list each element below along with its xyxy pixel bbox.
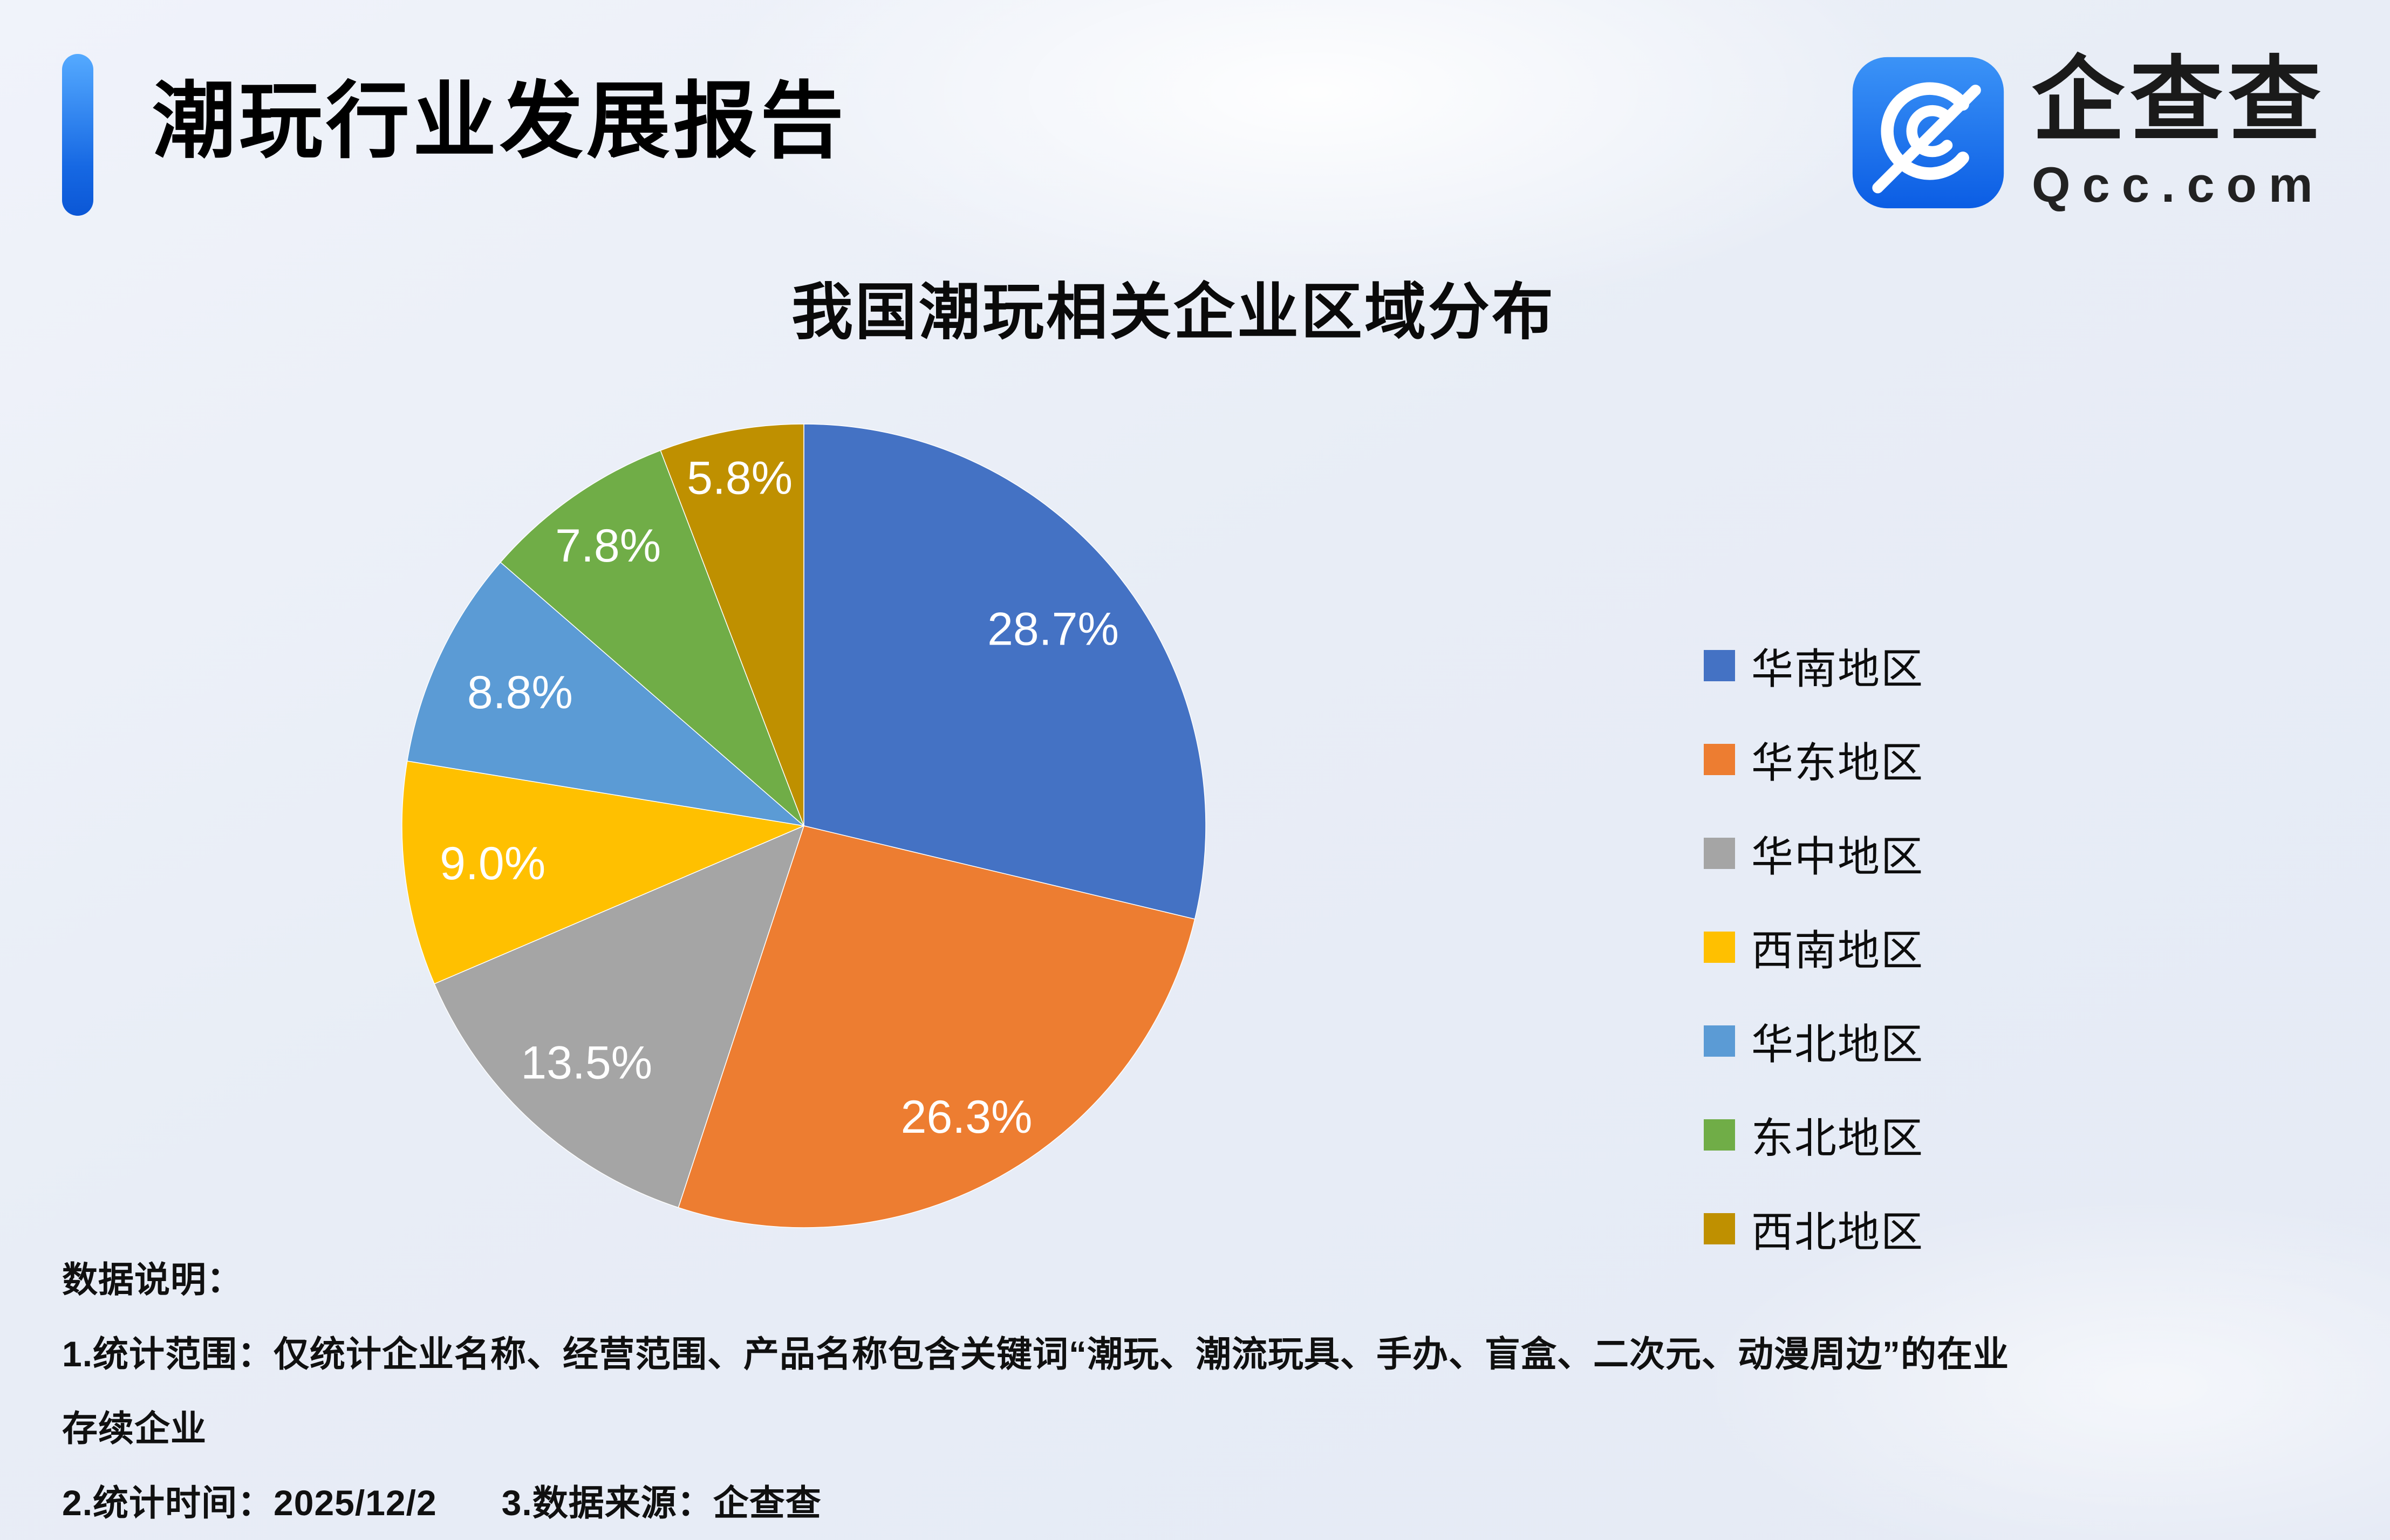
legend-swatch-1 xyxy=(1704,744,1735,775)
pie-slice-6 xyxy=(660,423,804,826)
brand-domain: Qcc.com xyxy=(2032,157,2325,213)
chart-legend: 华南地区华东地区华中地区西南地区华北地区东北地区西北地区 xyxy=(1704,635,1924,1259)
qcc-logo-icon xyxy=(1852,57,2004,208)
legend-swatch-5 xyxy=(1704,1119,1735,1151)
legend-swatch-4 xyxy=(1704,1025,1735,1057)
note-time: 2.统计时间：2025/12/2 xyxy=(62,1483,437,1523)
legend-item-5: 东北地区 xyxy=(1704,1105,1924,1165)
legend-item-0: 华南地区 xyxy=(1704,635,1924,696)
legend-swatch-3 xyxy=(1704,932,1735,963)
note-source: 3.数据来源：企查查 xyxy=(501,1483,822,1523)
chart-title: 我国潮玩相关企业区域分布 xyxy=(791,278,1555,347)
legend-label-5: 东北地区 xyxy=(1751,1114,1924,1162)
report-title: 潮玩行业发展报告 xyxy=(152,74,847,168)
pie-slice-label-4: 8.8% xyxy=(467,667,573,718)
legend-swatch-0 xyxy=(1704,650,1735,681)
note-time-source: 2.统计时间：2025/12/2 3.数据来源：企查查 xyxy=(62,1466,2328,1540)
pie-slice-1 xyxy=(678,825,1196,1228)
pie-slice-3 xyxy=(401,761,805,984)
pie-slice-label-6: 5.8% xyxy=(687,452,793,504)
brand-name: 企查查 xyxy=(2032,49,2326,152)
pie-slice-label-5: 7.8% xyxy=(555,520,661,572)
note-scope-line2: 存续企业 xyxy=(62,1408,207,1448)
legend-item-3: 西南地区 xyxy=(1704,917,1924,977)
brand-text: 企查查 Qcc.com xyxy=(2032,52,2326,214)
pie-slice-0 xyxy=(803,423,1206,920)
pie-slice-label-1: 26.3% xyxy=(901,1091,1033,1143)
legend-item-1: 华东地区 xyxy=(1704,729,1924,790)
legend-item-6: 西北地区 xyxy=(1704,1199,1924,1259)
legend-label-0: 华南地区 xyxy=(1751,645,1924,693)
brand-logo: 企查查 Qcc.com xyxy=(1849,52,2326,214)
pie-slice-label-0: 28.7% xyxy=(987,603,1119,655)
legend-label-4: 华北地区 xyxy=(1751,1021,1924,1068)
pie-slice-2 xyxy=(434,825,805,1208)
legend-label-6: 西北地区 xyxy=(1751,1208,1924,1256)
legend-label-3: 西南地区 xyxy=(1751,927,1924,974)
legend-label-2: 华中地区 xyxy=(1751,833,1924,880)
title-accent-bar xyxy=(62,54,93,216)
note-scope-line1: 1.统计范围：仅统计企业名称、经营范围、产品名称包含关键词“潮玩、潮流玩具、手办… xyxy=(62,1334,2010,1374)
data-notes: 数据说明： 1.统计范围：仅统计企业名称、经营范围、产品名称包含关键词“潮玩、潮… xyxy=(62,1242,2328,1540)
notes-heading: 数据说明： xyxy=(62,1260,243,1299)
pie-chart: 28.7% 26.3% 13.5% 9.0% 8.8% 7.8% 5.8% xyxy=(401,423,1206,1228)
pie-slice-5 xyxy=(500,450,804,826)
legend-label-1: 华东地区 xyxy=(1751,739,1924,786)
pie-slice-4 xyxy=(406,562,805,827)
legend-swatch-6 xyxy=(1704,1213,1735,1244)
legend-item-2: 华中地区 xyxy=(1704,823,1924,884)
legend-item-4: 华北地区 xyxy=(1704,1011,1924,1071)
pie-slice-label-2: 13.5% xyxy=(521,1037,652,1089)
pie-slice-label-3: 9.0% xyxy=(440,838,545,889)
legend-swatch-2 xyxy=(1704,838,1735,869)
